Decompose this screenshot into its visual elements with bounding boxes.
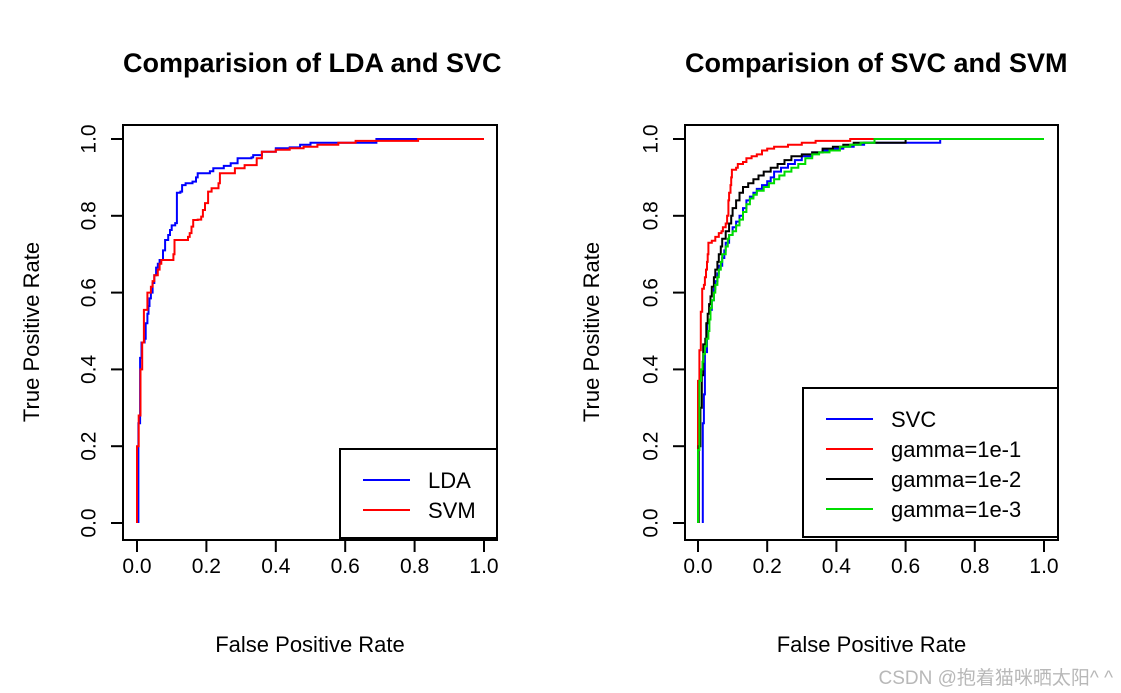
y-tick-label: 0.8 [77,201,100,230]
x-tick-label: 0.4 [822,555,852,578]
x-tick-label: 0.2 [753,555,782,578]
plot-box [684,124,1059,541]
y-tick-label: 0.0 [77,508,100,537]
left-x-axis-label: False Positive Rate [215,632,405,657]
y-tick-label: 0.4 [77,354,100,384]
right-y-axis-label: True Positive Rate [579,241,604,423]
y-tick-label: 0.4 [639,354,662,384]
left-plot-title: Comparision of LDA and SVC [123,48,502,78]
x-tick-label: 0.6 [331,555,360,578]
legend-box [802,387,1059,538]
roc-curve-gamma-1e-3 [697,138,1044,523]
x-tick-label: 0.6 [891,555,920,578]
x-tick-label: 0.0 [122,555,151,578]
plot-box [122,124,498,541]
right-plot-title: Comparision of SVC and SVM [685,48,1068,78]
legend-label: SVM [428,498,476,523]
y-tick-label: 0.2 [77,432,100,461]
right-x-axis-label: False Positive Rate [776,632,967,657]
legend-label: gamma=1e-1 [891,437,1021,462]
y-tick-label: 1.0 [77,124,100,153]
legend-label: LDA [428,468,471,493]
legend-label: SVC [891,407,936,432]
y-tick-label: 0.8 [639,201,662,230]
roc-curve-gamma-1e-2 [697,138,1044,523]
x-tick-label: 0.0 [683,555,712,578]
roc-curve-svm [136,138,484,523]
x-tick-label: 0.8 [960,555,989,578]
left-y-axis-label: True Positive Rate [19,241,44,423]
y-tick-label: 0.0 [639,508,662,537]
y-tick-label: 0.6 [77,278,100,307]
y-tick-label: 0.2 [639,432,662,461]
x-tick-label: 0.8 [400,555,429,578]
legend-label: gamma=1e-3 [891,497,1021,522]
roc-curve-gamma-1e-1 [697,138,1044,523]
x-tick-label: 0.4 [261,555,291,578]
legend-box [339,448,498,539]
x-tick-label: 1.0 [1029,555,1058,578]
csdn-watermark: CSDN @抱着猫咪晒太阳^ ^ [878,668,1113,689]
roc-curve-lda [137,138,484,523]
legend-label: gamma=1e-2 [891,467,1021,492]
y-tick-label: 1.0 [639,124,662,153]
y-tick-label: 0.6 [639,278,662,307]
x-tick-label: 1.0 [469,555,498,578]
x-tick-label: 0.2 [192,555,221,578]
